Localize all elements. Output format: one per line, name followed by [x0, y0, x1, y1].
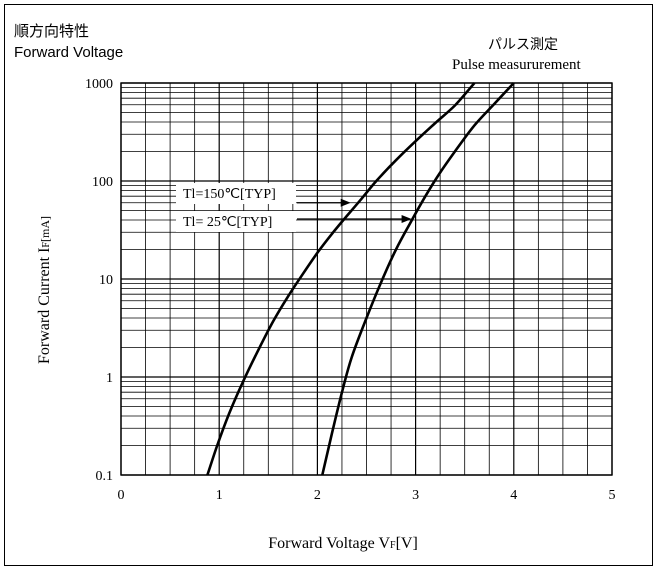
grid-lines — [120, 82, 613, 476]
series-line — [321, 82, 515, 476]
y-tick-label: 10 — [99, 273, 113, 288]
x-tick-label: 4 — [510, 488, 517, 503]
annotation-arrow-head — [340, 198, 351, 207]
y-axis-label-subscript: F — [41, 242, 52, 248]
x-axis-label: Forward Voltage VF[V] — [268, 535, 418, 552]
annotation-label-background — [176, 183, 296, 204]
y-axis-label: Forward Current IF[mA] — [36, 216, 53, 364]
x-axis-label-unit: [V] — [396, 535, 418, 552]
x-axis-label-subscript: F — [390, 540, 396, 551]
annotation-label: Tl=150℃[TYP] — [183, 187, 276, 202]
annotation-label-background — [176, 211, 296, 232]
y-tick-label: 1000 — [85, 77, 113, 92]
y-tick-label: 100 — [92, 175, 113, 190]
x-axis-label-main: Forward Voltage V — [268, 535, 390, 552]
x-tick-label: 0 — [118, 488, 125, 503]
curve-group — [206, 82, 515, 476]
chart-frame — [4, 4, 653, 566]
chart-title-japanese: 順方向特性 — [14, 22, 90, 40]
x-tick-label: 3 — [412, 488, 419, 503]
annotation-arrow-head — [401, 214, 412, 223]
annotation-group: Tl=150℃[TYP] Tl= 25℃[TYP] — [176, 183, 412, 232]
tick-label-group: 0 1 2 3 4 5 0.1 1 10 100 1000 — [85, 77, 616, 503]
measurement-note-japanese: パルス測定 — [488, 37, 558, 53]
y-axis-label-main: Forward Current I — [36, 248, 53, 364]
y-tick-label: 1 — [106, 371, 113, 386]
y-axis-label-unit: [mA] — [38, 216, 52, 242]
x-tick-label: 2 — [314, 488, 321, 503]
y-tick-label: 0.1 — [96, 469, 114, 484]
series-line — [206, 82, 476, 476]
x-tick-label: 5 — [609, 488, 616, 503]
annotation-label: Tl= 25℃[TYP] — [183, 215, 272, 230]
x-tick-label: 1 — [216, 488, 223, 503]
chart-title-english: Forward Voltage — [14, 44, 124, 61]
plot-border — [120, 82, 613, 476]
measurement-note-english: Pulse measururement — [452, 57, 581, 73]
